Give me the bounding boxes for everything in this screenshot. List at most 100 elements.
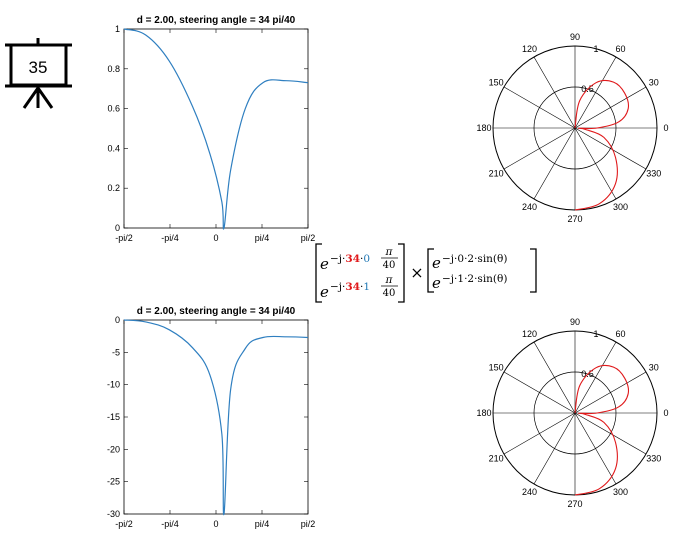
- formula-row1-base: e: [320, 255, 329, 273]
- formula-row2-frac-den: 40: [383, 288, 396, 299]
- polar-angle-label: 90: [570, 32, 580, 42]
- x-tick-label: -pi/2: [115, 233, 133, 243]
- polar-spoke: [574, 412, 617, 485]
- polar-angle-label: 30: [649, 78, 659, 88]
- formula-row2-pre: −j·: [330, 281, 345, 293]
- formula-row1-exponent: −j·34·0: [330, 253, 370, 265]
- x-tick-label: -pi/4: [161, 233, 179, 243]
- y-tick-label: -5: [112, 347, 120, 357]
- db-amplitude-chart: d = 2.00, steering angle = 34 pi/40 -30 -2…: [107, 306, 315, 529]
- x-tick-label: -pi/2: [115, 519, 133, 529]
- y-tick-label: 0.6: [107, 104, 120, 114]
- polar-angle-label: 240: [522, 487, 537, 497]
- polar-spoke: [503, 127, 576, 170]
- y-tick-label: -10: [107, 380, 120, 390]
- y-tick-label: 0: [115, 315, 120, 325]
- series-line: [123, 319, 309, 515]
- formula-rhs2-exponent: −j·1·2·sin(θ): [442, 273, 507, 285]
- y-tick-label: 1: [115, 24, 120, 34]
- formula-row1-pre: −j·: [330, 253, 345, 265]
- polar-angle-label: 270: [567, 214, 582, 224]
- polar-spoke: [574, 412, 647, 455]
- polar-angle-label: 60: [615, 44, 625, 54]
- badge-number: 35: [29, 58, 48, 77]
- x-tick-label: 0: [213, 233, 218, 243]
- y-tick-label: 0.2: [107, 183, 120, 193]
- polar-spoke: [574, 127, 647, 170]
- formula-row1-frac-den: 40: [383, 260, 396, 271]
- formula-rhs2-base: e: [432, 274, 441, 292]
- y-tick-label: -25: [107, 477, 120, 487]
- y-tick-label: -30: [107, 509, 120, 519]
- plot-frame: [123, 28, 309, 229]
- y-tick-label: 0: [115, 223, 120, 233]
- y-tick-label: -15: [107, 412, 120, 422]
- polar-spoke: [503, 371, 576, 414]
- polar-radius-label: 1: [594, 329, 599, 339]
- steering-vector-formula: e −j·34·0 π 40 e −j·34·1 π 40 × e −j·0·2…: [315, 243, 537, 303]
- formula-rhs1-base: e: [432, 254, 441, 272]
- formula-row1-dot: ·: [360, 253, 363, 265]
- polar-angle-label: 240: [522, 202, 537, 212]
- polar-pattern-line: [574, 79, 630, 211]
- polar-spoke: [533, 341, 576, 414]
- polar-angle-label: 180: [476, 123, 491, 133]
- presentation-board-icon: [5, 38, 72, 109]
- polar-angle-label: 150: [489, 363, 504, 373]
- formula-row2-base: e: [320, 283, 329, 301]
- formula-row1-red: 34: [345, 253, 360, 265]
- chart-title: d = 2.00, steering angle = 34 pi/40: [137, 15, 296, 26]
- polar-spoke: [574, 127, 617, 200]
- polar-spoke: [574, 86, 647, 129]
- polar-angle-label: 330: [646, 454, 661, 464]
- polar-angle-label: 150: [489, 78, 504, 88]
- polar-angle-label: 90: [570, 317, 580, 327]
- linear-amplitude-chart: d = 2.00, steering angle = 34 pi/40 0 0.2 0…: [107, 15, 315, 243]
- polar-pattern-line: [574, 364, 630, 496]
- polar-angle-label: 180: [476, 408, 491, 418]
- polar-spoke: [574, 371, 647, 414]
- series-line: [123, 28, 309, 230]
- x-tick-label: pi/2: [301, 233, 316, 243]
- formula-times: ×: [410, 263, 423, 282]
- chart-title: d = 2.00, steering angle = 34 pi/40: [137, 306, 296, 317]
- polar-angle-label: 120: [522, 44, 537, 54]
- x-tick-label: 0: [213, 519, 218, 529]
- polar-angle-label: 30: [649, 363, 659, 373]
- y-tick-label: 0.4: [107, 143, 120, 153]
- polar-spoke: [503, 412, 576, 455]
- polar-spoke: [533, 127, 576, 200]
- formula-row2-frac-num: π: [385, 274, 394, 286]
- polar-angle-label: 0: [663, 123, 668, 133]
- plot-frame: [123, 319, 309, 515]
- polar-spoke: [533, 412, 576, 485]
- formula-row2-red: 34: [345, 281, 360, 293]
- polar-angle-label: 300: [613, 202, 628, 212]
- x-tick-label: pi/4: [255, 233, 270, 243]
- polar-angle-label: 270: [567, 499, 582, 509]
- polar-spoke: [574, 56, 617, 129]
- formula-row1-blue: 0: [363, 253, 370, 265]
- polar-spoke: [574, 341, 617, 414]
- polar-spoke: [503, 86, 576, 129]
- formula-rhs1-exponent: −j·0·2·sin(θ): [442, 253, 507, 265]
- x-tick-label: pi/2: [301, 519, 316, 529]
- x-tick-label: pi/4: [255, 519, 270, 529]
- polar-angle-label: 300: [613, 487, 628, 497]
- polar-angle-label: 330: [646, 169, 661, 179]
- polar-angle-label: 210: [489, 169, 504, 179]
- y-tick-label: -20: [107, 444, 120, 454]
- polar-angle-label: 60: [615, 329, 625, 339]
- polar-radius-label: 1: [594, 44, 599, 54]
- polar-angle-label: 120: [522, 329, 537, 339]
- formula-row2-blue: 1: [363, 281, 370, 293]
- formula-row1-frac-num: π: [385, 246, 394, 258]
- formula-row2-exponent: −j·34·1: [330, 281, 370, 293]
- polar-angle-label: 0: [663, 408, 668, 418]
- formula-row2-dot: ·: [360, 281, 363, 293]
- y-tick-label: 0.8: [107, 64, 120, 74]
- polar-spoke: [533, 56, 576, 129]
- x-tick-label: -pi/4: [161, 519, 179, 529]
